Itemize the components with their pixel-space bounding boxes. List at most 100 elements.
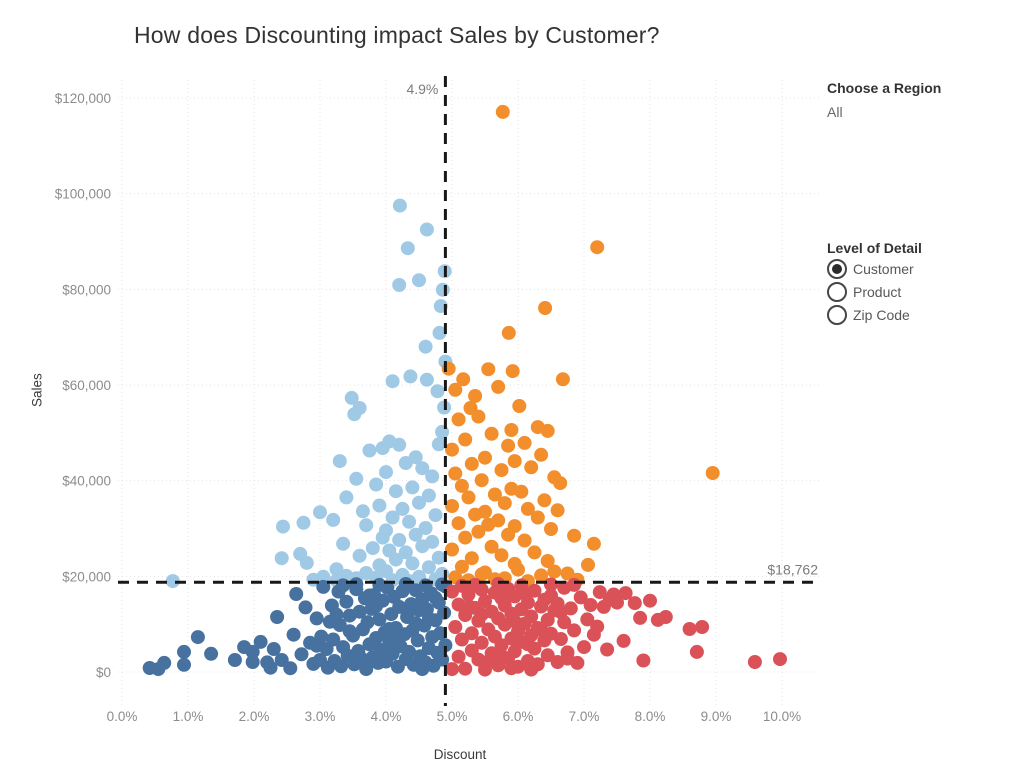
data-point[interactable] bbox=[524, 609, 539, 624]
data-point[interactable] bbox=[527, 545, 542, 560]
data-point[interactable] bbox=[362, 443, 377, 458]
data-point[interactable] bbox=[478, 450, 492, 465]
data-point[interactable] bbox=[326, 632, 341, 647]
data-point[interactable] bbox=[461, 490, 476, 505]
data-point[interactable] bbox=[385, 510, 400, 525]
data-point[interactable] bbox=[497, 496, 512, 511]
data-point[interactable] bbox=[402, 514, 417, 529]
data-point[interactable] bbox=[537, 493, 552, 508]
data-point[interactable] bbox=[517, 533, 532, 548]
data-point[interactable] bbox=[177, 644, 191, 659]
data-point[interactable] bbox=[553, 632, 568, 646]
data-point[interactable] bbox=[359, 518, 374, 533]
data-point[interactable] bbox=[352, 604, 367, 619]
data-point[interactable] bbox=[538, 301, 553, 315]
data-point[interactable] bbox=[405, 480, 420, 495]
data-point[interactable] bbox=[165, 574, 180, 589]
data-point[interactable] bbox=[478, 594, 492, 609]
data-point[interactable] bbox=[448, 466, 463, 481]
data-point[interactable] bbox=[245, 655, 260, 669]
data-point[interactable] bbox=[481, 362, 496, 377]
data-point[interactable] bbox=[520, 595, 535, 610]
data-point[interactable] bbox=[540, 423, 555, 438]
data-point[interactable] bbox=[484, 426, 499, 441]
data-point[interactable] bbox=[464, 551, 479, 566]
data-point[interactable] bbox=[600, 642, 615, 657]
data-point[interactable] bbox=[590, 619, 605, 634]
data-point[interactable] bbox=[567, 528, 582, 543]
data-point[interactable] bbox=[747, 655, 762, 669]
data-point[interactable] bbox=[276, 519, 290, 534]
data-point[interactable] bbox=[286, 627, 301, 642]
data-point[interactable] bbox=[298, 600, 313, 615]
data-point[interactable] bbox=[534, 447, 549, 462]
data-point[interactable] bbox=[283, 661, 298, 676]
data-point[interactable] bbox=[514, 484, 529, 499]
data-point[interactable] bbox=[534, 568, 549, 583]
data-point[interactable] bbox=[365, 541, 380, 556]
data-point[interactable] bbox=[454, 478, 469, 493]
data-point[interactable] bbox=[339, 594, 354, 609]
data-point[interactable] bbox=[375, 593, 390, 608]
data-point[interactable] bbox=[610, 595, 624, 610]
radio-option-customer[interactable]: Customer bbox=[827, 259, 1017, 279]
data-point[interactable] bbox=[484, 539, 499, 554]
data-point[interactable] bbox=[524, 460, 539, 475]
data-point[interactable] bbox=[412, 495, 426, 510]
data-point[interactable] bbox=[468, 507, 483, 522]
data-point[interactable] bbox=[495, 104, 510, 119]
data-point[interactable] bbox=[577, 640, 591, 655]
data-point[interactable] bbox=[573, 590, 588, 605]
data-point[interactable] bbox=[418, 339, 433, 354]
data-point[interactable] bbox=[464, 456, 479, 471]
data-point[interactable] bbox=[474, 567, 489, 582]
data-point[interactable] bbox=[618, 586, 633, 601]
data-point[interactable] bbox=[682, 622, 697, 636]
data-point[interactable] bbox=[412, 273, 426, 288]
data-point[interactable] bbox=[400, 241, 415, 256]
data-point[interactable] bbox=[517, 435, 532, 450]
radio-option-product[interactable]: Product bbox=[827, 282, 1017, 302]
data-point[interactable] bbox=[237, 640, 252, 655]
data-point[interactable] bbox=[530, 510, 545, 525]
data-point[interactable] bbox=[658, 610, 673, 624]
data-point[interactable] bbox=[544, 577, 558, 592]
data-point[interactable] bbox=[349, 577, 364, 592]
data-point[interactable] bbox=[415, 461, 430, 476]
data-point[interactable] bbox=[402, 644, 417, 659]
data-point[interactable] bbox=[435, 282, 450, 297]
data-point[interactable] bbox=[445, 542, 459, 557]
data-point[interactable] bbox=[471, 409, 486, 424]
data-point[interactable] bbox=[316, 569, 331, 584]
data-point[interactable] bbox=[359, 662, 374, 677]
data-point[interactable] bbox=[471, 524, 486, 539]
data-point[interactable] bbox=[316, 579, 331, 594]
data-point[interactable] bbox=[464, 626, 479, 641]
data-point[interactable] bbox=[388, 552, 403, 567]
data-point[interactable] bbox=[570, 655, 585, 670]
data-point[interactable] bbox=[329, 562, 344, 577]
data-point[interactable] bbox=[592, 585, 607, 600]
data-point[interactable] bbox=[705, 466, 720, 480]
data-point[interactable] bbox=[379, 523, 393, 538]
data-point[interactable] bbox=[474, 635, 489, 650]
data-point[interactable] bbox=[274, 551, 289, 566]
data-point[interactable] bbox=[445, 442, 459, 457]
data-point[interactable] bbox=[458, 661, 473, 676]
data-point[interactable] bbox=[550, 503, 565, 518]
data-point[interactable] bbox=[266, 642, 281, 656]
data-point[interactable] bbox=[451, 649, 466, 664]
data-point[interactable] bbox=[435, 424, 450, 439]
data-point[interactable] bbox=[527, 641, 542, 656]
data-point[interactable] bbox=[580, 612, 595, 627]
data-point[interactable] bbox=[431, 550, 446, 565]
data-point[interactable] bbox=[379, 465, 393, 480]
data-point[interactable] bbox=[540, 554, 555, 568]
data-point[interactable] bbox=[326, 512, 341, 527]
data-point[interactable] bbox=[430, 384, 445, 399]
data-point[interactable] bbox=[633, 610, 648, 625]
data-point[interactable] bbox=[616, 633, 631, 648]
data-point[interactable] bbox=[334, 659, 349, 674]
data-point[interactable] bbox=[527, 583, 542, 598]
data-point[interactable] bbox=[339, 490, 354, 505]
